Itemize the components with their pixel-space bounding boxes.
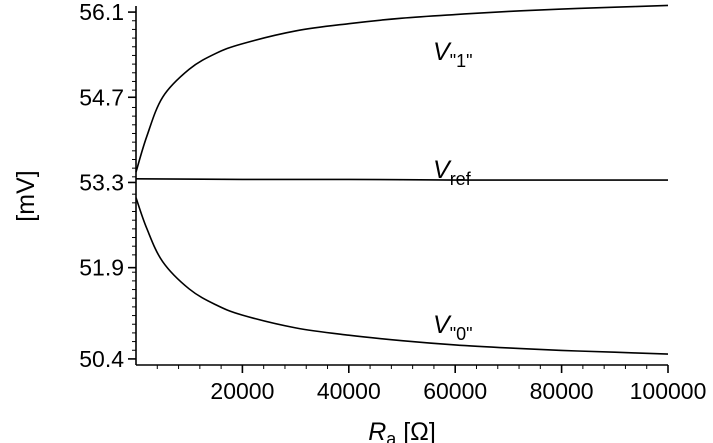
series-v1-line (135, 4, 669, 173)
y-tick-label: 53.3 (79, 169, 124, 195)
series-label-v1: V"1" (433, 38, 472, 71)
x-axis-label-subscript: a (386, 429, 397, 443)
series-lines (135, 4, 669, 355)
series-label-vref: Vref (433, 156, 472, 189)
x-axis-label: Ra [Ω] (368, 418, 436, 443)
x-tick-label: 60000 (423, 378, 487, 404)
x-tick-label: 40000 (317, 378, 381, 404)
plot-area: 50.4 51.9 53.3 54.7 56.1 20000 40000 60000 8000… (79, 0, 706, 404)
series-label-v0: V"0" (433, 311, 472, 344)
x-tick-label: 80000 (530, 378, 594, 404)
series-vref-line (135, 178, 668, 181)
series-v0-line (135, 197, 669, 355)
x-tick-label: 20000 (210, 378, 274, 404)
y-axis-ticks: 50.4 51.9 53.3 54.7 56.1 (79, 0, 136, 372)
y-tick-label: 56.1 (79, 0, 124, 25)
x-axis-ticks: 20000 40000 60000 80000 100000 (156, 365, 707, 404)
x-axis-label-unit: [Ω] (396, 418, 436, 443)
x-axis-label-symbol: R (368, 418, 386, 443)
y-tick-label: 54.7 (79, 84, 124, 110)
y-axis-label: [mV] (12, 170, 40, 221)
y-tick-label: 50.4 (79, 346, 124, 372)
y-tick-label: 51.9 (79, 255, 124, 281)
x-tick-label: 100000 (630, 378, 707, 404)
